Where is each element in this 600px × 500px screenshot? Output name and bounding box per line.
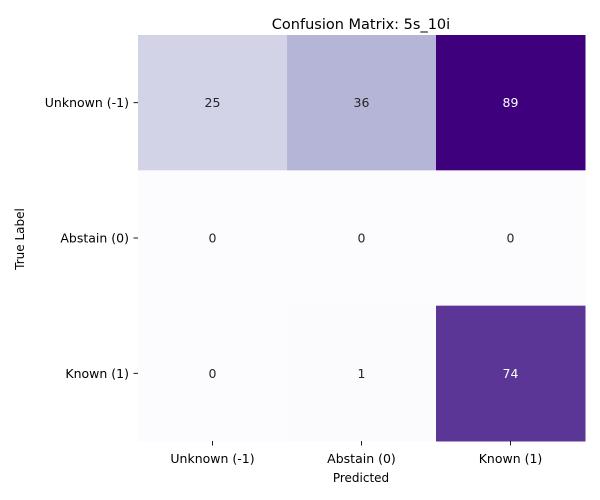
y-axis-label: True Label	[13, 208, 27, 271]
cell-value-r2-c0: 0	[209, 366, 217, 381]
x-tick-label-2: Known (1)	[479, 451, 543, 466]
x-axis-label: Predicted	[333, 471, 389, 485]
cell-value-r2-c1: 1	[358, 366, 366, 381]
y-tick-label-1: Abstain (0)	[60, 230, 129, 245]
heatmap-cell-labels: 25 36 89 0 0 0 0 1 74	[205, 95, 519, 381]
cell-value-r0-c1: 36	[354, 95, 370, 110]
heatmap-cells	[138, 35, 586, 442]
heatmap-cell-r2-c1	[287, 305, 437, 442]
y-tick-label-2: Known (1)	[65, 366, 129, 381]
heatmap-cell-r1-c0	[138, 170, 288, 307]
y-axis: Unknown (-1) Abstain (0) Known (1)	[45, 95, 138, 381]
x-tick-label-0: Unknown (-1)	[170, 451, 254, 466]
heatmap-cell-r1-c1	[287, 170, 437, 307]
y-tick-label-0: Unknown (-1)	[45, 95, 129, 110]
cell-value-r0-c0: 25	[205, 95, 221, 110]
cell-value-r0-c2: 89	[503, 95, 519, 110]
heatmap-cell-r0-c1	[287, 35, 437, 171]
heatmap-cell-r2-c0	[138, 305, 288, 442]
heatmap-cell-r0-c0	[138, 35, 288, 171]
cell-value-r2-c2: 74	[503, 366, 519, 381]
heatmap-cell-r1-c2	[436, 170, 586, 307]
x-tick-label-1: Abstain (0)	[327, 451, 396, 466]
x-axis: Unknown (-1) Abstain (0) Known (1)	[170, 440, 543, 466]
heatmap-cell-r0-c2	[436, 35, 586, 171]
cell-value-r1-c1: 0	[358, 230, 366, 245]
cell-value-r1-c2: 0	[507, 230, 515, 245]
heatmap-cell-r2-c2	[436, 305, 586, 442]
chart-title: Confusion Matrix: 5s_10i	[272, 17, 450, 33]
cell-value-r1-c0: 0	[209, 230, 217, 245]
